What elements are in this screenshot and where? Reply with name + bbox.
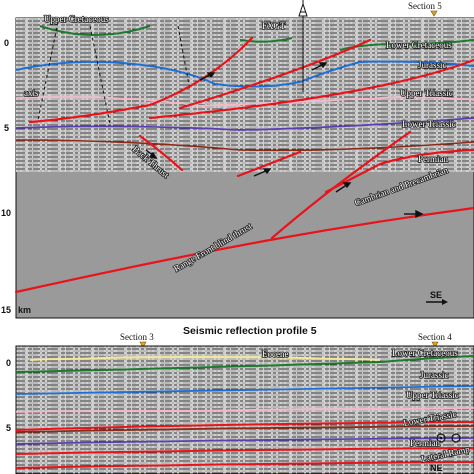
- horizon-upper-cretaceous: [39, 25, 151, 36]
- lower-horizon-upper-triassic: [16, 407, 474, 413]
- fault-main-fxgt: [28, 36, 254, 124]
- section-4-label: Section 4: [418, 332, 452, 342]
- slip-arrow-3: [253, 168, 272, 177]
- upper-y-tick-10: 10: [1, 208, 11, 218]
- fault-splay-1: [178, 38, 372, 110]
- lower-horizon-jurassic: [16, 385, 474, 395]
- lower-label-jurassic: Jurassic: [420, 370, 449, 380]
- section-5-marker-icon: [430, 10, 438, 17]
- label-lower-cretaceous: Lower Cretaceous: [386, 40, 452, 50]
- lower-horizon-lower-cretaceous: [16, 355, 474, 373]
- lateral-ramp-symbol-2: [451, 433, 461, 443]
- axis-trace-left: [37, 21, 59, 121]
- direction-se-label: SE: [430, 290, 442, 300]
- fault-range-front-ramp: [270, 130, 412, 240]
- lower-label-eocene: Eocene: [262, 349, 288, 359]
- upper-y-tick-15: 15: [1, 305, 11, 315]
- lower-label-upper-triassic: Upper Triassic: [406, 390, 459, 400]
- fault-range-front: [14, 206, 474, 294]
- well-fxgt-label: FXGT: [262, 21, 286, 31]
- fault-splay-2: [148, 58, 474, 120]
- horizon-lower-triassic: [16, 117, 474, 131]
- lower-fault-1: [16, 421, 474, 431]
- section-3-label: Section 3: [120, 332, 154, 342]
- lower-fault-3: [16, 461, 474, 469]
- slip-arrow-1: [199, 72, 216, 81]
- label-jurassic: Jurassic: [418, 60, 447, 70]
- axis-trace-right: [177, 25, 191, 91]
- upper-y-unit: km: [18, 305, 31, 315]
- label-axis: axis: [24, 88, 39, 98]
- axis-trace-mid: [89, 25, 111, 125]
- slip-arrow-5: [404, 209, 424, 219]
- upper-y-tick-0: 0: [4, 38, 9, 48]
- label-upper-cretaceous: Upper Cretaceous: [44, 14, 109, 24]
- horizon-permian: [16, 139, 474, 152]
- lower-fault-2: [16, 447, 474, 455]
- lower-horizon-eocene: [29, 356, 381, 361]
- label-lower-triassic: Lower Triassic: [402, 119, 456, 129]
- horizon-upper-triassic: [16, 96, 474, 107]
- lower-label-permian: Permian: [410, 438, 440, 448]
- slip-arrow-4: [335, 182, 352, 193]
- direction-se-arrow-icon: [426, 299, 448, 305]
- fault-permian-ramp: [236, 148, 474, 194]
- lower-y-tick-0: 0: [6, 358, 11, 368]
- upper-y-tick-5: 5: [4, 123, 9, 133]
- lower-horizon-lower-triassic: [16, 425, 474, 433]
- lower-panel-title: Seismic reflection profile 5: [183, 325, 317, 337]
- label-permian: Permian: [418, 154, 448, 164]
- section-3-marker-icon: [139, 341, 147, 348]
- lateral-ramp-symbol-1: [436, 433, 446, 443]
- slip-arrow-2: [311, 62, 328, 71]
- lower-y-tick-5: 5: [6, 423, 11, 433]
- lower-horizon-permian: [16, 437, 474, 445]
- label-upper-triassic: Upper Triassic: [400, 88, 453, 98]
- slip-arrow-back-thrust: [145, 149, 158, 159]
- lateral-ramp-symbol-1-dot: [439, 436, 443, 440]
- section-4-marker-icon: [431, 341, 439, 348]
- lower-seismic-panel: Eocene Lower Cretaceous Jurassic Upper T…: [6, 345, 474, 474]
- lower-label-lower-cretaceous: Lower Cretaceous: [392, 348, 458, 358]
- section-5-label: Section 5: [408, 1, 442, 11]
- direction-ne-label: NE: [430, 463, 443, 473]
- upper-seismic-panel: Section 5 FXGT Upper Cretaceous Lower Cr…: [1, 0, 474, 319]
- fault-back-thrust: [138, 134, 184, 172]
- well-derrick-icon: [298, 0, 308, 92]
